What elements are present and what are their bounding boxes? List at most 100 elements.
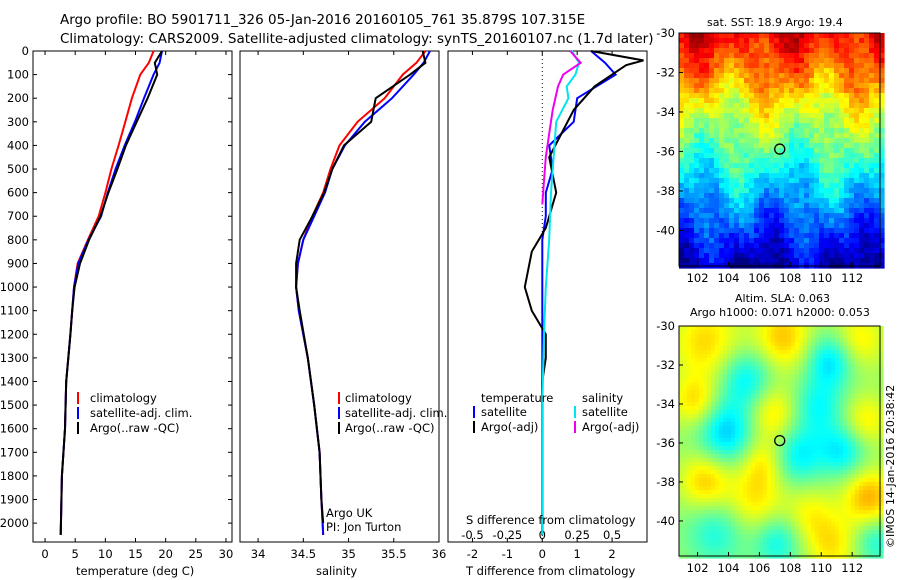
- map-cell: [715, 334, 720, 339]
- map-cell: [843, 490, 848, 495]
- map-cell: [699, 334, 704, 339]
- map-cell: [863, 362, 868, 367]
- map-cell: [834, 233, 840, 239]
- map-cell: [727, 502, 732, 507]
- map-cell: [799, 378, 804, 383]
- map-cell: [754, 83, 760, 89]
- legend-label-t-satellite: satellite: [481, 405, 527, 419]
- map-cell: [815, 422, 820, 427]
- map-cell: [815, 438, 820, 443]
- map-cell: [871, 510, 876, 515]
- map-cell: [699, 470, 704, 475]
- map-cell: [751, 478, 756, 483]
- map-cell: [779, 233, 785, 239]
- map-cell: [735, 426, 740, 431]
- map-cell: [679, 434, 684, 439]
- map-cell: [875, 386, 880, 391]
- map-cell: [809, 218, 815, 224]
- map-cell: [864, 233, 870, 239]
- map-cell: [851, 402, 856, 407]
- map-cell: [794, 98, 800, 104]
- map-cell: [855, 354, 860, 359]
- map-cell: [699, 514, 704, 519]
- map-cell: [854, 153, 860, 159]
- map-cell: [694, 193, 700, 199]
- map-cell: [723, 346, 728, 351]
- map-cell: [714, 248, 720, 254]
- map-cell: [831, 374, 836, 379]
- map-cell: [807, 442, 812, 447]
- map-cell: [819, 462, 824, 467]
- map-cell: [859, 502, 864, 507]
- map-cell: [839, 128, 845, 134]
- map-cell: [864, 33, 870, 39]
- map-cell: [787, 358, 792, 363]
- map-cell: [689, 113, 695, 119]
- map-cell: [851, 518, 856, 523]
- map-cell: [827, 518, 832, 523]
- map-cell: [691, 446, 696, 451]
- map-cell: [875, 326, 880, 331]
- legend-salinity-title: salinity: [582, 391, 623, 405]
- map-cell: [714, 253, 720, 259]
- map-cell: [874, 83, 880, 89]
- map-cell: [784, 93, 790, 99]
- map-cell: [815, 362, 820, 367]
- map-cell: [774, 168, 780, 174]
- map-cell: [879, 458, 884, 463]
- map-cell: [711, 542, 716, 547]
- map-cell: [804, 173, 810, 179]
- map-cell: [754, 53, 760, 59]
- map-cell: [839, 466, 844, 471]
- map-cell: [683, 338, 688, 343]
- map-cell: [819, 350, 824, 355]
- map-cell: [755, 362, 760, 367]
- map-cell: [703, 534, 708, 539]
- map-cell: [687, 426, 692, 431]
- map-cell: [759, 330, 764, 335]
- map-cell: [754, 158, 760, 164]
- map-cell: [703, 382, 708, 387]
- map-cell: [691, 470, 696, 475]
- map-cell: [775, 522, 780, 527]
- map-cell: [847, 506, 852, 511]
- map-cell: [749, 253, 755, 259]
- map-cell: [843, 330, 848, 335]
- depth-tick-label: 1100: [0, 304, 29, 318]
- map-cell: [803, 454, 808, 459]
- map-cell: [735, 330, 740, 335]
- map-cell: [703, 502, 708, 507]
- map-cell: [859, 138, 865, 144]
- map-cell: [874, 153, 880, 159]
- map-cell: [784, 198, 790, 204]
- map-cell: [683, 506, 688, 511]
- map-cell: [859, 506, 864, 511]
- map-cell: [727, 450, 732, 455]
- map-cell: [779, 366, 784, 371]
- map-cell: [724, 123, 730, 129]
- map-cell: [751, 414, 756, 419]
- map-cell: [754, 68, 760, 74]
- map-cell: [824, 123, 830, 129]
- map-cell: [811, 538, 816, 543]
- map-cell: [749, 103, 755, 109]
- map-cell: [871, 410, 876, 415]
- map-cell: [751, 526, 756, 531]
- map-cell: [723, 498, 728, 503]
- map-cell: [684, 253, 690, 259]
- map-cell: [854, 178, 860, 184]
- map-cell: [764, 83, 770, 89]
- map-cell: [735, 466, 740, 471]
- map-cell: [707, 406, 712, 411]
- map-cell: [799, 118, 805, 124]
- map-cell: [749, 258, 755, 264]
- map-cell: [734, 223, 740, 229]
- map-cell: [851, 382, 856, 387]
- map-cell: [699, 98, 705, 104]
- map-cell: [875, 498, 880, 503]
- map-cell: [823, 526, 828, 531]
- map-cell: [867, 462, 872, 467]
- map-cell: [709, 183, 715, 189]
- map-cell: [715, 394, 720, 399]
- map-cell: [815, 446, 820, 451]
